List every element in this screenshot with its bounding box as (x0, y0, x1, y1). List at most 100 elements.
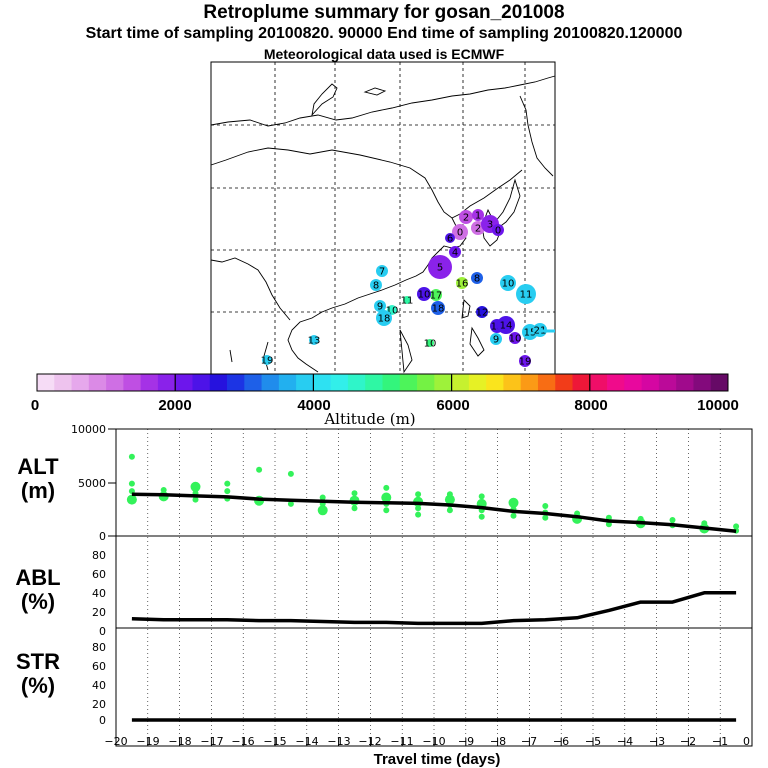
map-cluster-label: 8 (373, 281, 379, 292)
colorbar-axis-label: Altitude (m) (323, 410, 415, 428)
alt-scatter-point (128, 453, 135, 460)
xtick-label: −6 (553, 735, 569, 748)
alt-scatter-point (446, 491, 453, 498)
xtick-label: −12 (358, 735, 381, 748)
colorbar-tick-6000: 6000 (436, 397, 469, 414)
str-label-line2: (%) (20, 673, 56, 698)
xtick-label: −17 (200, 735, 223, 748)
colorbar-swatch (641, 374, 660, 391)
xtick-label: −18 (168, 735, 191, 748)
xtick-label: −4 (617, 735, 633, 748)
alt-scatter-point (478, 493, 485, 500)
panels-frame (115, 428, 753, 747)
map-cluster-label: 10 (509, 334, 522, 345)
colorbar-swatch (486, 374, 504, 391)
colorbar-swatch (693, 374, 712, 391)
map-cluster-marker (452, 224, 468, 240)
abl-label-line2: (%) (20, 589, 56, 614)
map-cluster-label: 15 (524, 328, 537, 339)
x-axis-tick-labels: −20 −19 −18 −17 −16 −15 −14 −13 −12 −11 … (104, 735, 750, 748)
alt-scatter-point (415, 511, 422, 518)
map-cluster-marker (376, 265, 388, 277)
xtick-label: −3 (649, 735, 665, 748)
colorbar-swatch (710, 374, 729, 391)
colorbar-tick-8000: 8000 (574, 397, 607, 414)
map-cluster-marker (370, 279, 382, 291)
map-cluster-label: 5 (437, 263, 443, 274)
xtick-label: −19 (136, 735, 159, 748)
map-cluster-marker (497, 316, 515, 334)
map-cluster-label: 9 (377, 302, 383, 313)
alt-scatter-point (128, 480, 135, 487)
map-cluster-label: 18 (432, 304, 445, 315)
xtick-label: −9 (458, 735, 474, 748)
map-cluster-label: 0 (457, 228, 463, 239)
map-cluster-marker (426, 339, 434, 347)
alt-scatter-point (444, 494, 455, 505)
colorbar-swatch (624, 374, 643, 391)
map-cluster-label: 6 (447, 234, 453, 245)
alt-scatter-point (383, 484, 390, 491)
map-cluster-label: 12 (476, 308, 489, 319)
str-panel-label: STR (%) (3, 650, 73, 698)
alt-scatter-point (224, 488, 231, 495)
colorbar-frame (36, 373, 729, 392)
colorbar-swatch (296, 374, 314, 391)
str-ytick-40: 40 (92, 679, 106, 692)
alt-scatter-point (381, 492, 392, 503)
series-line-abl (131, 591, 737, 626)
sampling-time-line: Start time of sampling 20100820. 90000 E… (85, 25, 683, 42)
map-cluster-label: 10 (386, 306, 399, 317)
map-cluster-marker (417, 287, 431, 301)
xtick-label: −14 (295, 735, 318, 748)
map-cluster-marker (374, 300, 386, 312)
map-cluster-label: 8 (474, 274, 480, 285)
colorbar-swatch (607, 374, 625, 391)
map-cluster-label: 4 (452, 248, 458, 259)
colorbar-swatch (71, 374, 90, 391)
map-cluster-label: 0 (495, 226, 501, 237)
str-ytick-0: 0 (99, 714, 106, 727)
map-cluster-label: 10 (424, 339, 437, 350)
colorbar-swatch (399, 374, 418, 391)
colorbar-swatch (54, 374, 72, 391)
xtick-label: −5 (585, 735, 601, 748)
abl-ytick-40: 40 (92, 587, 106, 600)
abl-ytick-80: 80 (92, 549, 106, 562)
colorbar-swatch (278, 374, 297, 391)
alt-scatter-point (542, 503, 549, 509)
alt-scatter-point (256, 466, 263, 473)
colorbar-swatch (572, 374, 591, 391)
colorbar-swatch (37, 374, 55, 391)
map-cluster-label: 16 (456, 279, 469, 290)
map-cluster-label: 11 (520, 290, 533, 301)
colorbar-swatch (209, 374, 228, 391)
map-cluster-marker (471, 272, 483, 284)
met-data-line: Meteorological data used is ECMWF (263, 46, 505, 62)
colorbar-swatch (520, 374, 539, 391)
str-ytick-60: 60 (92, 660, 106, 673)
alt-ytick-10000: 10000 (71, 423, 106, 436)
colorbar-tick-2000: 2000 (158, 397, 191, 414)
map-cluster-marker (500, 275, 516, 291)
colorbar-swatches (37, 374, 729, 391)
map-cluster-label: 13 (308, 336, 321, 347)
alt-scatter-point (415, 491, 422, 498)
colorbar-swatch (434, 374, 452, 391)
colorbar-swatch (676, 374, 694, 391)
colorbar-tick-4000: 4000 (297, 397, 330, 414)
alt-scatter-point (701, 520, 708, 527)
xtick-label: −20 (104, 735, 127, 748)
colorbar-swatch (157, 374, 176, 391)
map-cluster-marker (428, 255, 452, 279)
xtick-label: −2 (680, 735, 696, 748)
colorbar-swatch (347, 374, 366, 391)
map-cluster-marker (403, 296, 411, 304)
alt-mean-line (131, 492, 737, 533)
xtick-label: −16 (231, 735, 254, 748)
map-cluster-marker (490, 333, 502, 345)
altitude-colorbar: 0 2000 4000 6000 8000 10000 Altitude (m) (31, 373, 739, 428)
map-cluster-marker (309, 335, 319, 345)
abl-line (131, 591, 737, 626)
